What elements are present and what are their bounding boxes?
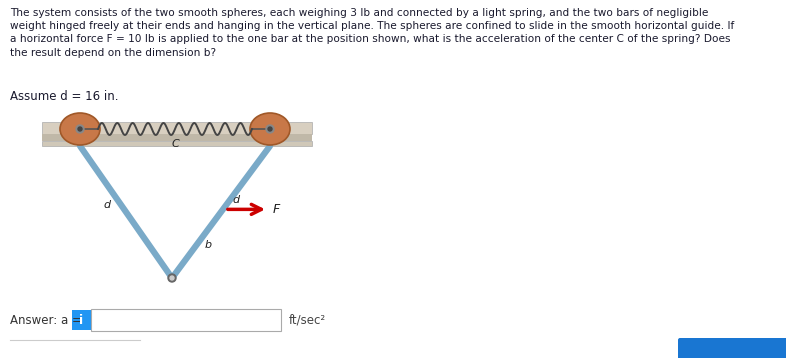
Bar: [72, 310, 91, 330]
Text: b: b: [205, 240, 212, 250]
Circle shape: [78, 127, 82, 131]
Circle shape: [266, 125, 274, 133]
Bar: [42, 122, 312, 134]
Text: Answer: a =: Answer: a =: [10, 314, 86, 326]
Bar: [91, 309, 281, 331]
FancyBboxPatch shape: [678, 338, 786, 358]
Text: d: d: [104, 200, 111, 211]
Circle shape: [268, 127, 272, 131]
Ellipse shape: [250, 113, 290, 145]
Circle shape: [170, 276, 174, 280]
Text: C: C: [171, 139, 179, 149]
Circle shape: [168, 274, 176, 282]
Text: The system consists of the two smooth spheres, each weighing 3 lb and connected : The system consists of the two smooth sp…: [10, 8, 734, 58]
Text: F: F: [273, 203, 281, 216]
Text: i: i: [79, 314, 83, 326]
Text: d: d: [233, 195, 240, 205]
Bar: [42, 134, 312, 141]
Text: Assume d = 16 in.: Assume d = 16 in.: [10, 90, 119, 103]
Circle shape: [76, 125, 84, 133]
Text: ft/sec²: ft/sec²: [289, 314, 326, 326]
Ellipse shape: [60, 113, 100, 145]
Bar: [42, 141, 312, 146]
